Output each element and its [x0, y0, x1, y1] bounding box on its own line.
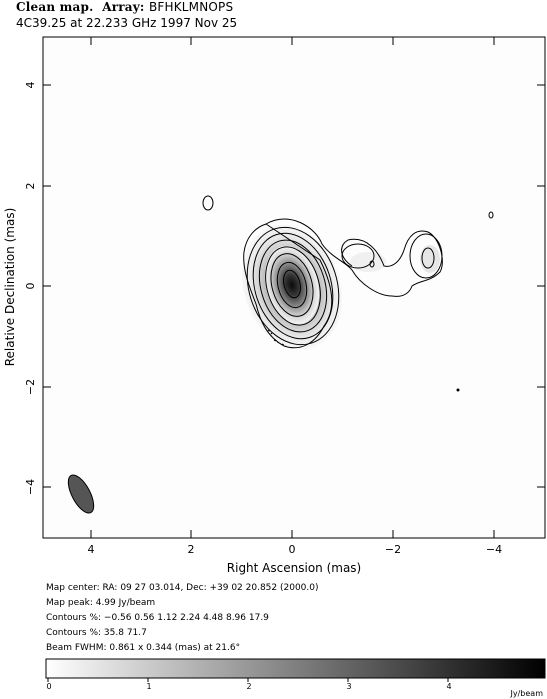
- x-tick-label: −4: [486, 543, 502, 556]
- colorbar-tick-label: 0: [46, 682, 51, 691]
- map-title: Clean map. Array: BFHKLMNOPS: [16, 0, 233, 14]
- map-center-text: Map center: RA: 09 27 03.014, Dec: +39 0…: [46, 583, 319, 593]
- colorbar-tick-label: 2: [246, 682, 251, 691]
- colorbar-tick-label: 4: [446, 682, 451, 691]
- tick-marks: [43, 37, 545, 538]
- y-axis-label: Relative Declination (mas): [3, 208, 17, 367]
- beam-ellipse: [67, 474, 95, 514]
- beam-fwhm-text: Beam FWHM: 0.861 x 0.344 (mas) at 21.6°: [46, 643, 241, 653]
- colorbar-tick-label: 3: [346, 682, 351, 691]
- map-peak-text: Map peak: 4.99 Jy/beam: [46, 598, 156, 608]
- colorbar-ticks: [47, 678, 449, 682]
- contour-lines: [202, 195, 494, 392]
- map-kind-label: Clean map.: [16, 0, 94, 14]
- y-tick-label: 0: [24, 283, 37, 290]
- x-tick-label: 4: [88, 543, 95, 556]
- contours-text-2: Contours %: 35.8 71.7: [46, 628, 147, 638]
- y-tick-label: 2: [24, 183, 37, 190]
- colorbar-unit: Jy/beam: [510, 689, 544, 698]
- colorbar-tick-label: 1: [146, 682, 151, 691]
- y-tick-label: −2: [24, 379, 37, 395]
- x-tick-label: 2: [188, 543, 195, 556]
- y-tick-label: −4: [24, 479, 37, 495]
- x-tick-label: −2: [385, 543, 401, 556]
- array-label: Array:: [102, 0, 145, 14]
- x-axis-label: Right Ascension (mas): [227, 561, 361, 575]
- y-tick-label: 4: [24, 82, 37, 89]
- map-subtitle: 4C39.25 at 22.233 GHz 1997 Nov 25: [16, 16, 238, 30]
- contours-text-1: Contours %: −0.56 0.56 1.12 2.24 4.48 8.…: [46, 613, 269, 623]
- array-value: BFHKLMNOPS: [148, 0, 234, 14]
- x-tick-label: 0: [289, 543, 296, 556]
- colorbar: [45, 658, 546, 679]
